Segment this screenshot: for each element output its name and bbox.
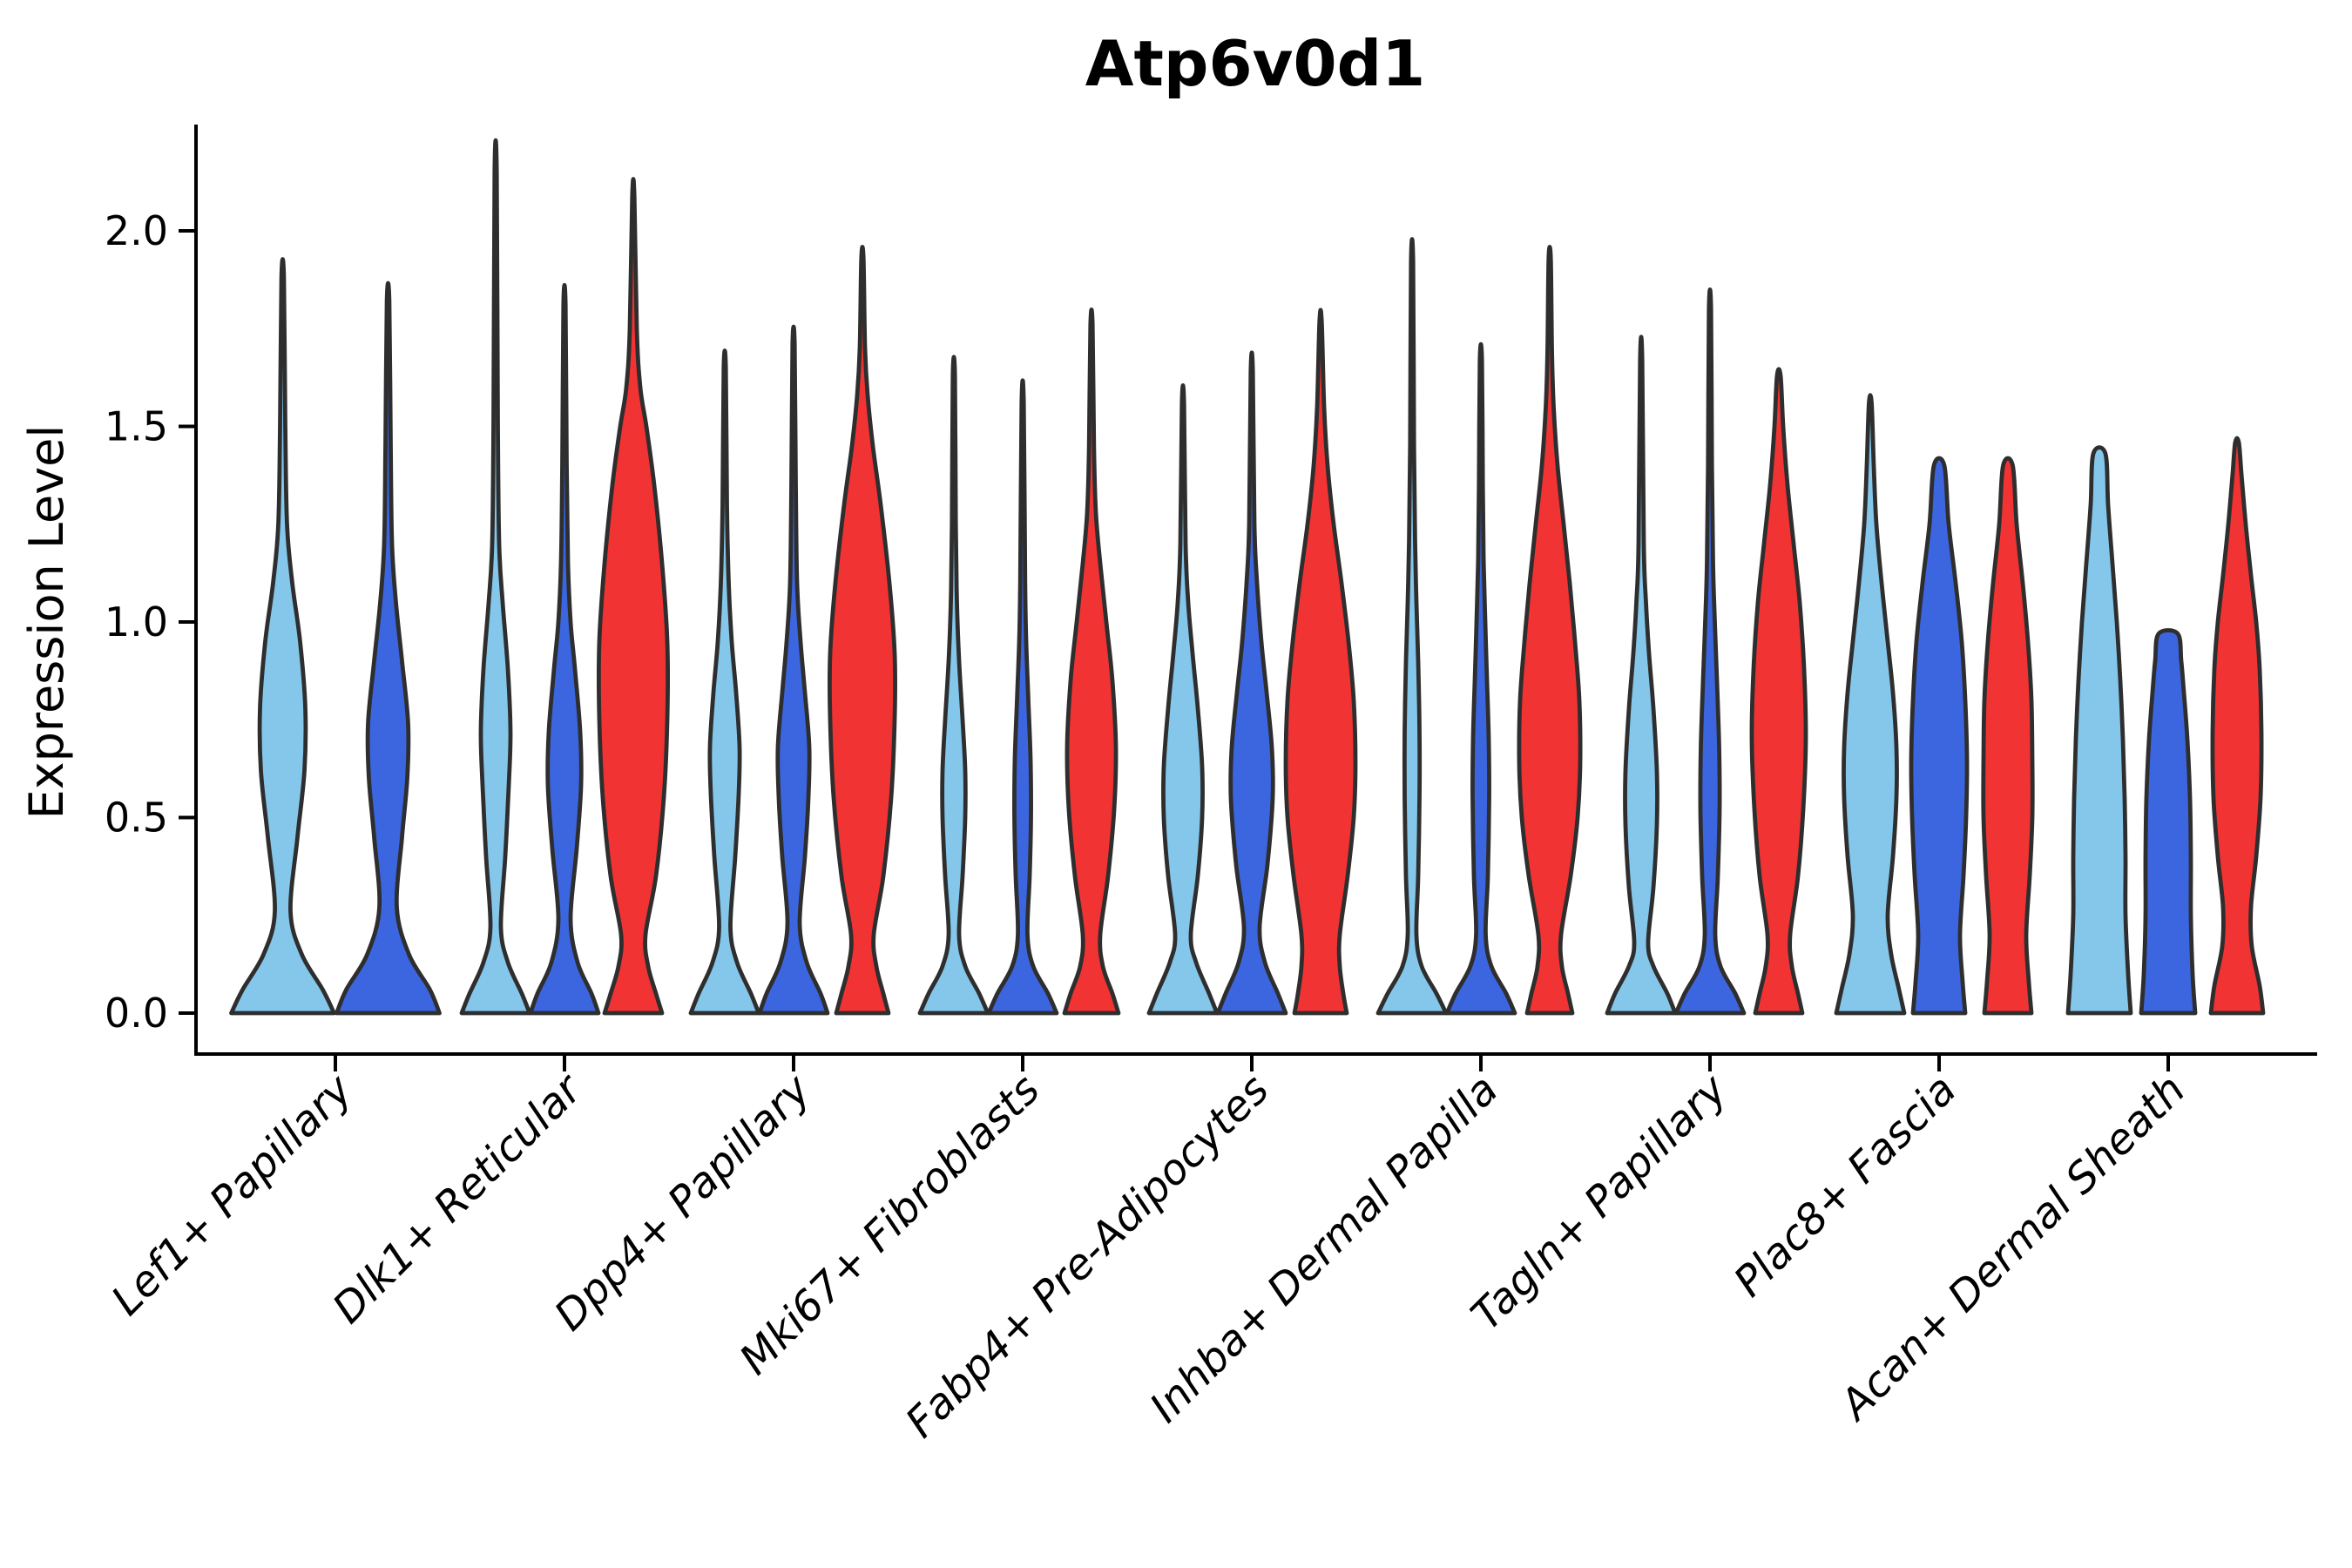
violin-dlk1-series-1 [459,138,532,1016]
violin-dpp4-series-1 [688,348,761,1016]
violin-dlk1-series-2 [528,282,601,1016]
violin-lef1-series-1 [229,257,336,1016]
violin-acan-series-1 [2065,445,2133,1016]
violin-dlk1-series-3 [596,177,671,1016]
chart-title: Atp6v0d1 [1085,27,1425,100]
x-tick-label: Dpp4+ Papillary [545,1064,821,1340]
violin-fabp4-series-1 [1146,382,1220,1016]
y-tick-label: 0.5 [105,794,168,841]
x-tick-label: Plac8+ Fascia [1725,1065,1966,1307]
y-tick-label: 0.0 [105,990,168,1037]
violin-tagln-series-1 [1605,335,1678,1016]
violin-mki67-series-1 [917,355,990,1016]
violin-inhba-series-2 [1444,341,1517,1016]
violin-acan-series-2 [2139,628,2198,1016]
violin-inhba-series-3 [1517,245,1583,1016]
x-tick-label: Dlk1+ Reticular [323,1064,593,1334]
violin-mki67-series-3 [1062,308,1121,1016]
y-tick-label: 1.0 [105,598,168,645]
violin-acan-series-3 [2208,436,2266,1016]
violin-fabp4-series-2 [1215,350,1288,1016]
violin-plac8-series-2 [1909,456,1970,1016]
y-tick-label: 2.0 [105,207,168,254]
violin-tagln-series-3 [1749,367,1808,1016]
violin-dpp4-series-2 [757,324,830,1016]
x-tick-label: Tagln+ Papillary [1462,1064,1737,1340]
violin-lef1-series-2 [335,280,442,1016]
violin-plac8-series-1 [1834,393,1907,1016]
violin-plac8-series-3 [1981,456,2035,1016]
y-axis-label: Expression Level [19,425,74,820]
violins-layer [229,138,2266,1016]
violin-dpp4-series-3 [827,245,898,1016]
violin-fabp4-series-3 [1283,308,1358,1016]
x-tick-label: Fabp4+ Pre-Adipocytes [896,1065,1279,1448]
violin-inhba-series-1 [1375,237,1449,1016]
violin-mki67-series-2 [986,378,1059,1016]
axes-layer [194,125,2317,1056]
y-tick-label: 1.5 [105,403,168,450]
x-tick-label: Lef1+ Papillary [102,1064,362,1325]
violin-tagln-series-2 [1673,287,1747,1016]
y-ticks: 0.0 0.5 1.0 1.5 2.0 [105,207,196,1037]
